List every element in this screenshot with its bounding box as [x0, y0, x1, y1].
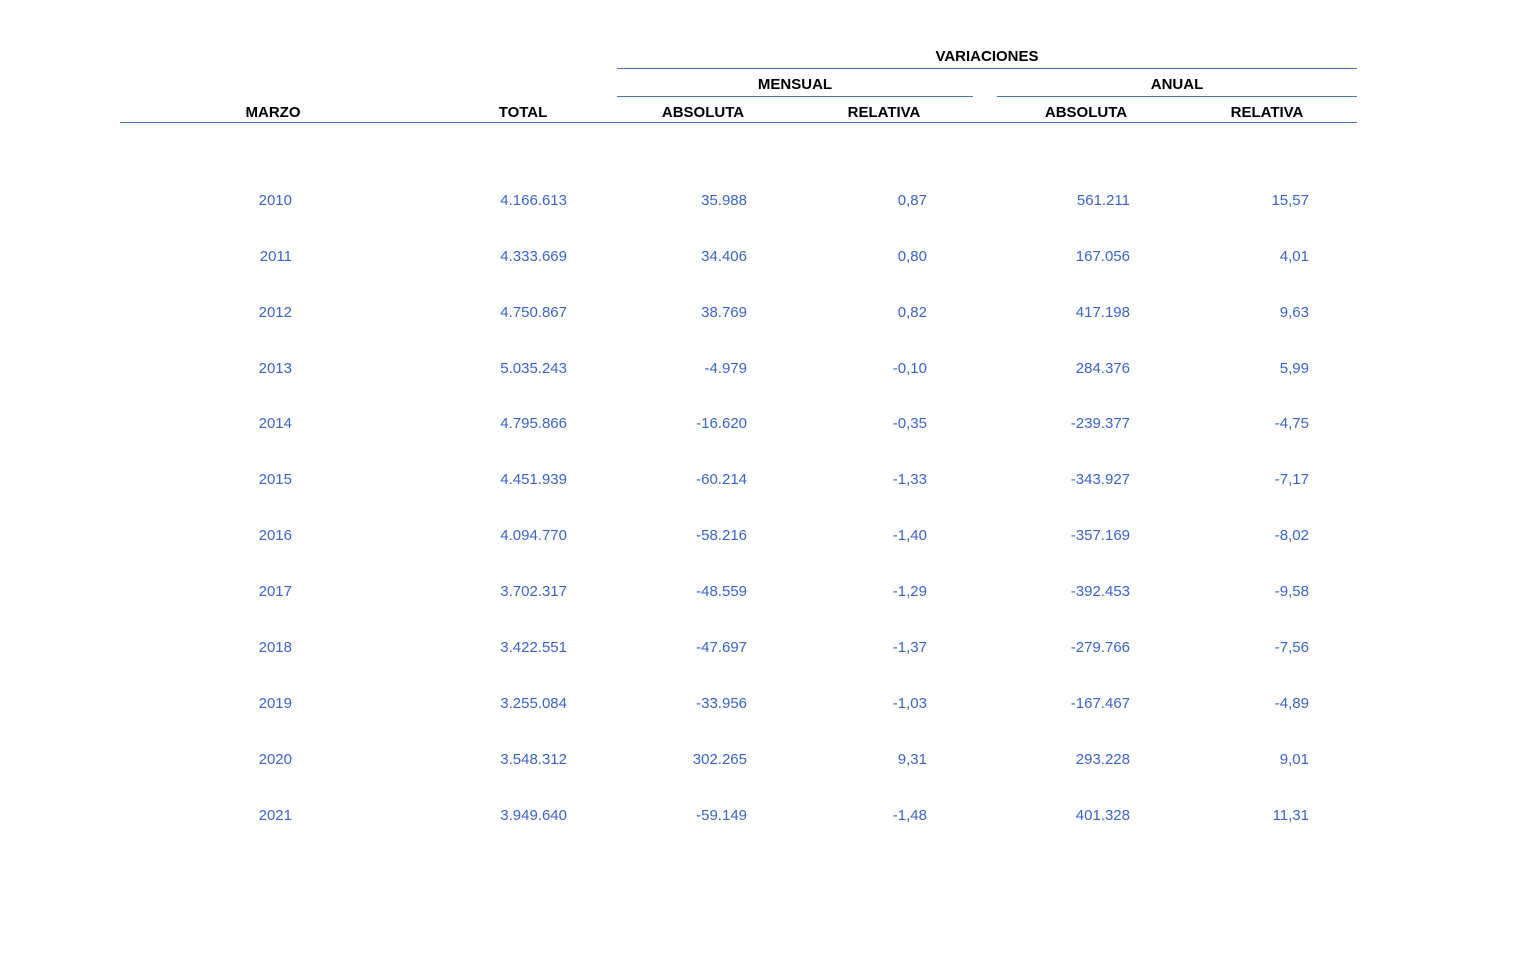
cell-anual-relativa: 9,63	[1279, 304, 1309, 321]
cell-mensual-relativa: -1,48	[892, 807, 927, 824]
cell-mensual-relativa: -1,29	[892, 583, 927, 600]
cell-total: 4.094.770	[500, 527, 567, 544]
cell-anual-relativa: -8,02	[1274, 527, 1309, 544]
cell-year: 2012	[258, 304, 292, 321]
cell-total: 5.035.243	[500, 360, 567, 377]
cell-mensual-relativa: -1,03	[892, 695, 927, 712]
rule-under-column-headers	[120, 122, 1357, 123]
cell-total: 4.166.613	[500, 192, 567, 209]
cell-anual-relativa: -4,89	[1274, 695, 1309, 712]
cell-anual-absoluta: 293.228	[1075, 751, 1130, 768]
cell-anual-relativa: -7,17	[1274, 471, 1309, 488]
cell-mensual-absoluta: -47.697	[696, 639, 747, 656]
cell-mensual-relativa: 0,80	[897, 248, 927, 265]
column-header-anual-relativa: RELATIVA	[1230, 104, 1304, 121]
cell-mensual-relativa: -1,33	[892, 471, 927, 488]
table-row: 2018 3.422.551 -47.697 -1,37 -279.766 -7…	[0, 638, 1528, 658]
cell-anual-absoluta: 417.198	[1075, 304, 1130, 321]
cell-total: 3.548.312	[500, 751, 567, 768]
cell-total: 4.750.867	[500, 304, 567, 321]
cell-anual-absoluta: 561.211	[1076, 192, 1130, 209]
column-header-marzo: MARZO	[245, 104, 301, 121]
cell-anual-absoluta: 284.376	[1075, 360, 1130, 377]
cell-mensual-relativa: -1,37	[892, 639, 927, 656]
cell-year: 2021	[258, 807, 292, 824]
cell-mensual-absoluta: 302.265	[692, 751, 747, 768]
cell-total: 3.949.640	[500, 807, 567, 824]
cell-mensual-relativa: 0,87	[897, 192, 927, 209]
rule-under-mensual	[617, 96, 973, 97]
cell-anual-relativa: -4,75	[1274, 415, 1309, 432]
cell-mensual-relativa: -0,10	[892, 360, 927, 377]
rule-under-anual	[997, 96, 1357, 97]
group-header-variaciones: VARIACIONES	[935, 48, 1039, 65]
cell-mensual-absoluta: 35.988	[701, 192, 747, 209]
cell-anual-absoluta: 401.328	[1075, 807, 1130, 824]
cell-total: 3.702.317	[500, 583, 567, 600]
cell-anual-absoluta: -239.377	[1070, 415, 1130, 432]
column-header-total: TOTAL	[498, 104, 548, 121]
cell-mensual-absoluta: -60.214	[696, 471, 747, 488]
cell-year: 2015	[258, 471, 292, 488]
cell-anual-relativa: 4,01	[1279, 248, 1309, 265]
cell-mensual-absoluta: 38.769	[701, 304, 747, 321]
cell-anual-relativa: 15,57	[1271, 192, 1309, 209]
table-row: 2010 4.166.613 35.988 0,87 561.211 15,57	[0, 191, 1528, 211]
cell-total: 3.422.551	[500, 639, 567, 656]
cell-mensual-absoluta: -4.979	[704, 360, 747, 377]
cell-year: 2013	[258, 360, 292, 377]
table-row: 2012 4.750.867 38.769 0,82 417.198 9,63	[0, 303, 1528, 323]
subgroup-header-anual: ANUAL	[1150, 76, 1204, 93]
cell-anual-absoluta: -357.169	[1070, 527, 1130, 544]
cell-mensual-relativa: 0,82	[897, 304, 927, 321]
cell-year: 2018	[258, 639, 292, 656]
cell-mensual-relativa: -1,40	[892, 527, 927, 544]
column-header-anual-absoluta: ABSOLUTA	[1044, 104, 1128, 121]
cell-total: 3.255.084	[500, 695, 567, 712]
cell-total: 4.333.669	[500, 248, 567, 265]
table-row: 2020 3.548.312 302.265 9,31 293.228 9,01	[0, 750, 1528, 770]
table-row: 2015 4.451.939 -60.214 -1,33 -343.927 -7…	[0, 470, 1528, 490]
cell-anual-absoluta: -167.467	[1070, 695, 1130, 712]
cell-year: 2016	[258, 527, 292, 544]
cell-mensual-absoluta: -33.956	[696, 695, 747, 712]
cell-anual-absoluta: -343.927	[1070, 471, 1130, 488]
cell-year: 2020	[258, 751, 292, 768]
cell-mensual-relativa: 9,31	[897, 751, 927, 768]
cell-year: 2019	[258, 695, 292, 712]
cell-mensual-relativa: -0,35	[892, 415, 927, 432]
cell-anual-relativa: 9,01	[1279, 751, 1309, 768]
table-row: 2021 3.949.640 -59.149 -1,48 401.328 11,…	[0, 806, 1528, 826]
cell-anual-absoluta: -392.453	[1070, 583, 1130, 600]
cell-mensual-absoluta: -16.620	[696, 415, 747, 432]
table-row: 2016 4.094.770 -58.216 -1,40 -357.169 -8…	[0, 526, 1528, 546]
column-header-mensual-absoluta: ABSOLUTA	[661, 104, 745, 121]
cell-year: 2014	[258, 415, 292, 432]
cell-anual-relativa: 11,31	[1272, 807, 1309, 824]
cell-anual-relativa: -9,58	[1274, 583, 1309, 600]
table-row: 2011 4.333.669 34.406 0,80 167.056 4,01	[0, 247, 1528, 267]
cell-anual-relativa: -7,56	[1274, 639, 1309, 656]
cell-mensual-absoluta: -58.216	[696, 527, 747, 544]
cell-year: 2011	[259, 248, 292, 265]
cell-mensual-absoluta: -59.149	[696, 807, 747, 824]
cell-total: 4.795.866	[500, 415, 567, 432]
rule-under-variaciones	[617, 68, 1357, 69]
column-header-mensual-relativa: RELATIVA	[847, 104, 921, 121]
cell-anual-absoluta: -279.766	[1070, 639, 1130, 656]
cell-anual-absoluta: 167.056	[1075, 248, 1130, 265]
cell-year: 2010	[258, 192, 292, 209]
cell-total: 4.451.939	[500, 471, 567, 488]
subgroup-header-mensual: MENSUAL	[757, 76, 833, 93]
cell-mensual-absoluta: -48.559	[696, 583, 747, 600]
table-row: 2017 3.702.317 -48.559 -1,29 -392.453 -9…	[0, 582, 1528, 602]
cell-year: 2017	[258, 583, 292, 600]
cell-anual-relativa: 5,99	[1279, 360, 1309, 377]
cell-mensual-absoluta: 34.406	[701, 248, 747, 265]
table-row: 2019 3.255.084 -33.956 -1,03 -167.467 -4…	[0, 694, 1528, 714]
table-row: 2014 4.795.866 -16.620 -0,35 -239.377 -4…	[0, 414, 1528, 434]
table-row: 2013 5.035.243 -4.979 -0,10 284.376 5,99	[0, 359, 1528, 379]
